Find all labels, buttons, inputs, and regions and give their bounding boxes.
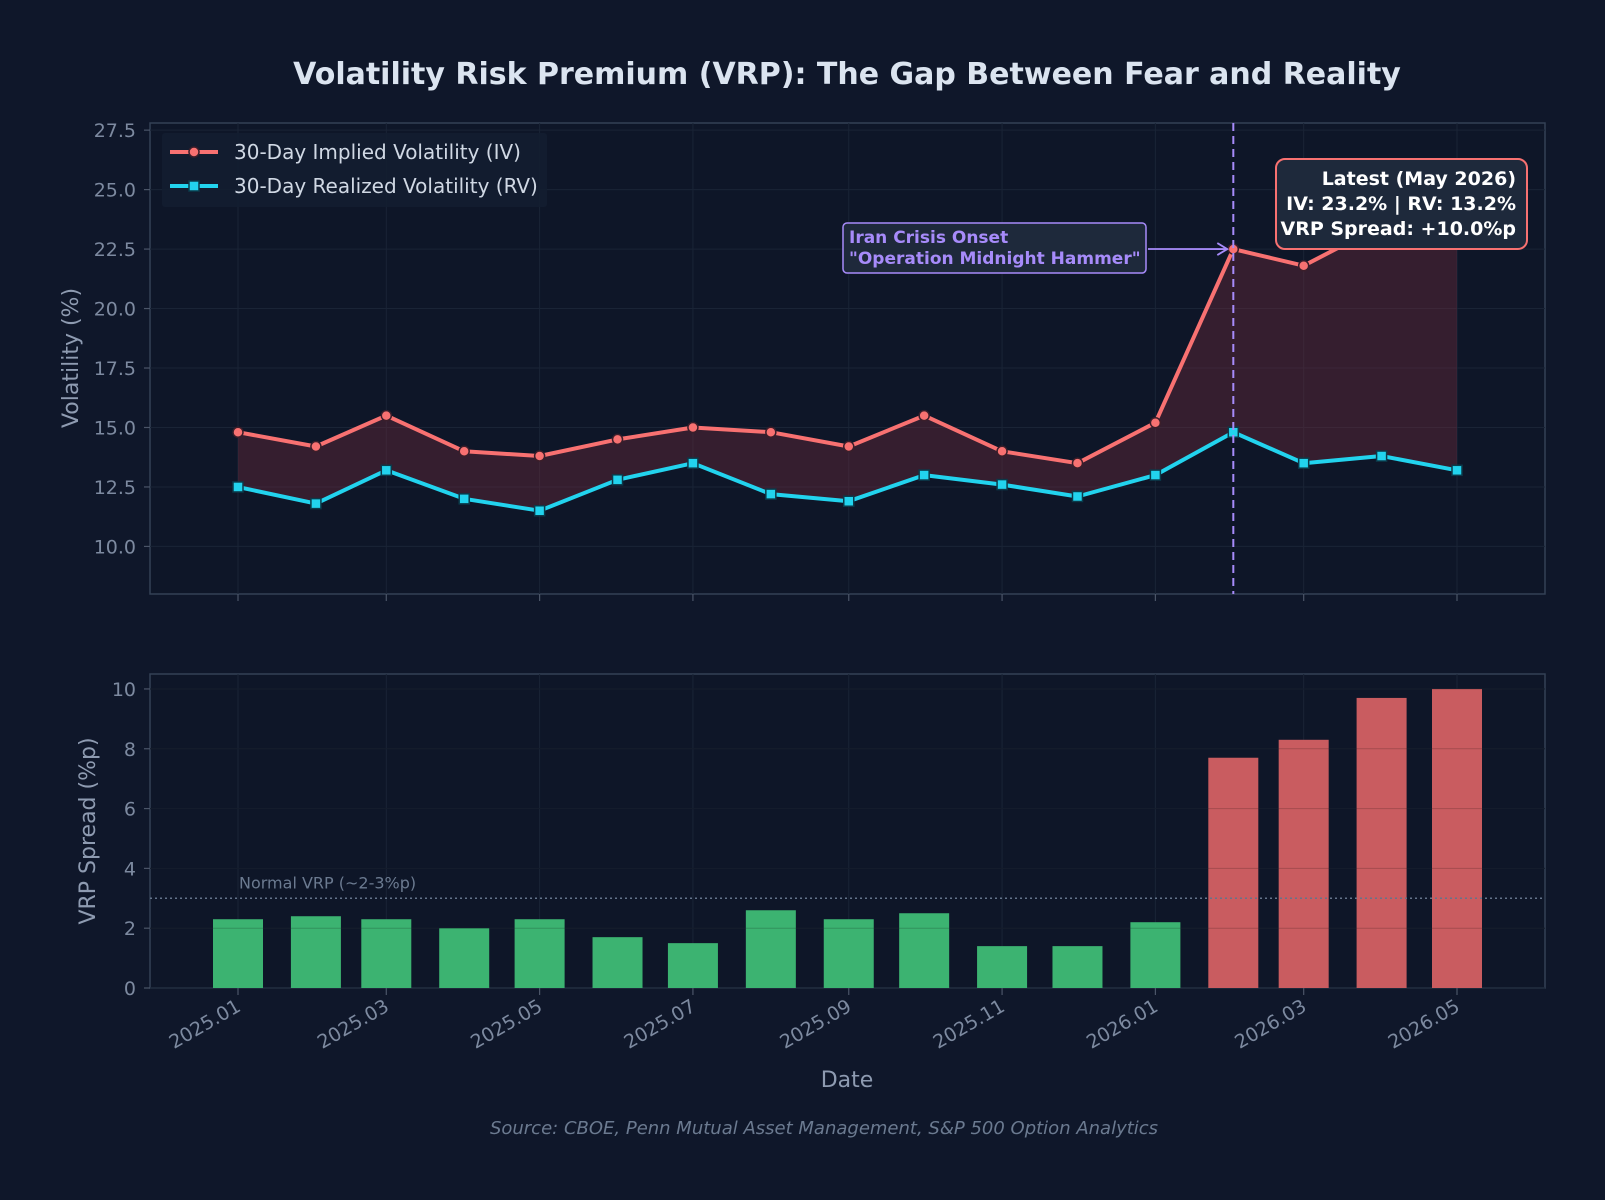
latest-callout: Latest (May 2026) IV: 23.2% | RV: 13.2% … <box>1275 158 1528 250</box>
rv-data-point <box>1451 464 1463 477</box>
event-annotation-arrowhead-icon <box>1216 242 1230 256</box>
volatility-y-axis-label: Volatility (%) <box>59 288 84 428</box>
legend-rv-marker <box>188 180 200 192</box>
spread-y-tick-label: 8 <box>124 739 136 761</box>
vrp-spread-bar <box>361 919 412 988</box>
spread-fill-area <box>238 225 1457 511</box>
legend-box <box>162 133 547 207</box>
rv-data-point <box>310 497 322 510</box>
spread-y-tick-label: 4 <box>124 858 136 880</box>
source-note: Source: CBOE, Penn Mutual Asset Manageme… <box>490 1118 1158 1139</box>
rv-data-point <box>458 493 470 505</box>
volatility-y-tick-label: 15.0 <box>94 417 136 439</box>
volatility-y-tick-label: 22.5 <box>94 239 136 261</box>
volatility-x-ticks <box>237 594 1458 601</box>
iv-data-point <box>996 445 1008 458</box>
legend-rv-label: 30-Day Realized Volatility (RV) <box>234 174 538 198</box>
rv-data-point <box>765 488 777 500</box>
rv-data-point <box>533 504 546 517</box>
vrp-spread-bar <box>745 910 796 988</box>
x-axis-label: Date <box>821 1068 874 1093</box>
volatility-y-ticks: 10.0 12.5 15.0 17.5 20.0 22.5 25.0 27.5 <box>94 120 150 558</box>
vrp-spread-bar <box>1278 739 1329 988</box>
vrp-spread-bar <box>1130 922 1181 988</box>
vrp-spread-bar <box>290 916 341 988</box>
event-annotation: Iran Crisis Onset "Operation Midnight Ha… <box>842 222 1230 274</box>
iv-data-point <box>232 426 244 438</box>
spread-y-tick-label: 0 <box>124 978 136 1000</box>
iv-data-point <box>687 421 699 434</box>
vrp-spread-bar <box>899 913 950 988</box>
iv-data-point <box>458 445 470 458</box>
vrp-spread-bar <box>823 919 874 988</box>
spread-y-axis-label: VRP Spread (%p) <box>76 737 101 924</box>
vrp-spread-bar <box>1432 688 1482 988</box>
vrp-spread-bar <box>667 943 718 988</box>
spread-y-tick-label: 2 <box>124 918 136 940</box>
iv-data-point <box>843 440 855 453</box>
spread-bars <box>150 688 1545 988</box>
legend-iv-label: 30-Day Implied Volatility (IV) <box>234 140 521 164</box>
vrp-spread-bar <box>1052 946 1103 988</box>
chart-title: Volatility Risk Premium (VRP): The Gap B… <box>293 57 1401 92</box>
rv-data-point <box>380 464 393 477</box>
legend-iv-marker <box>188 146 200 158</box>
event-annotation-line2: "Operation Midnight Hammer" <box>849 249 1141 269</box>
spread-y-tick-label: 10 <box>112 679 136 701</box>
iv-data-point <box>533 450 546 462</box>
volatility-series <box>232 219 1463 517</box>
spread-y-ticks: 0 2 4 6 8 10 <box>112 679 150 1000</box>
normal-vrp-label: Normal VRP (~2-3%p) <box>239 873 416 892</box>
volatility-y-tick-label: 20.0 <box>94 299 136 321</box>
latest-callout-line1: Latest (May 2026) <box>1322 168 1516 190</box>
latest-callout-line2: IV: 23.2% | RV: 13.2% <box>1286 193 1516 215</box>
volatility-y-tick-label: 12.5 <box>94 477 136 499</box>
iv-data-point <box>1149 416 1162 429</box>
iv-data-point <box>765 426 777 438</box>
vrp-spread-bar <box>592 937 643 988</box>
vrp-spread-bar <box>514 919 565 988</box>
rv-data-point <box>611 474 624 486</box>
volatility-y-tick-label: 25.0 <box>94 180 136 202</box>
volatility-y-tick-label: 17.5 <box>94 358 136 380</box>
rv-data-point <box>687 457 699 469</box>
event-annotation-line1: Iran Crisis Onset <box>849 228 1008 248</box>
vrp-spread-bar <box>1356 697 1407 988</box>
latest-callout-box <box>1275 158 1528 250</box>
vrp-spread-bar <box>1208 757 1259 988</box>
vrp-spread-bar <box>213 919 263 988</box>
volatility-y-tick-label: 27.5 <box>94 120 136 142</box>
iv-data-point <box>611 433 624 446</box>
iv-data-point <box>918 409 930 422</box>
iv-data-point <box>380 409 393 422</box>
rv-data-point <box>1149 469 1162 481</box>
event-annotation-box <box>842 222 1147 274</box>
iv-data-point <box>1071 457 1084 469</box>
rv-data-point <box>232 481 244 493</box>
latest-callout-line3: VRP Spread: +10.0%p <box>1281 218 1517 240</box>
volatility-y-tick-label: 10.0 <box>94 536 136 558</box>
rv-data-point <box>1071 490 1084 503</box>
iv-data-point <box>310 440 322 453</box>
iv-data-point <box>1297 259 1310 272</box>
rv-data-point <box>1375 450 1388 462</box>
legend: 30-Day Implied Volatility (IV) 30-Day Re… <box>162 133 547 207</box>
rv-data-point <box>1297 457 1310 469</box>
rv-data-point <box>918 469 930 481</box>
rv-data-point <box>996 478 1008 491</box>
vrp-spread-bar <box>439 928 490 988</box>
spread-y-tick-label: 6 <box>124 799 136 821</box>
rv-data-point <box>843 495 855 507</box>
vrp-spread-bar <box>977 946 1028 988</box>
